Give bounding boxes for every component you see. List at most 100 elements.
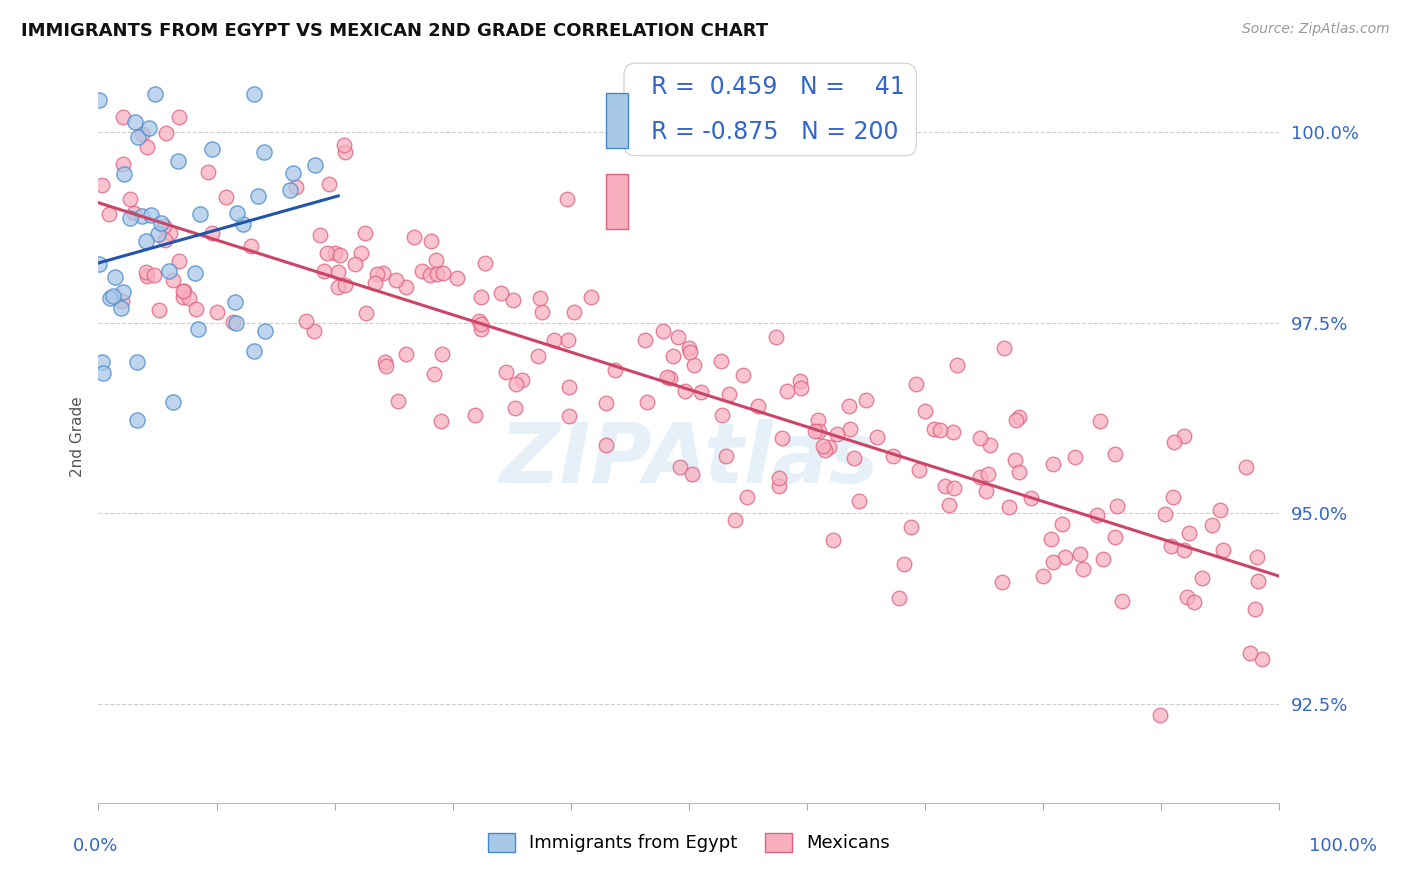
Point bbox=[946, 358, 969, 372]
Point bbox=[489, 286, 512, 301]
Point bbox=[112, 157, 135, 171]
Point bbox=[993, 341, 1015, 355]
Point bbox=[1091, 552, 1114, 566]
Point bbox=[333, 138, 356, 153]
Point bbox=[1178, 526, 1201, 541]
Point bbox=[312, 264, 335, 278]
Point bbox=[1042, 555, 1064, 569]
Point bbox=[98, 291, 121, 305]
Point bbox=[395, 280, 418, 294]
Point bbox=[353, 226, 375, 240]
Point bbox=[110, 301, 132, 316]
Point bbox=[914, 403, 936, 417]
Point bbox=[243, 87, 266, 102]
Point bbox=[253, 145, 276, 159]
Point bbox=[354, 306, 377, 320]
Point bbox=[969, 431, 991, 445]
Point bbox=[136, 268, 159, 283]
Point bbox=[309, 227, 332, 242]
Point bbox=[666, 330, 689, 344]
Point bbox=[724, 513, 747, 527]
Text: IMMIGRANTS FROM EGYPT VS MEXICAN 2ND GRADE CORRELATION CHART: IMMIGRANTS FROM EGYPT VS MEXICAN 2ND GRA… bbox=[21, 22, 768, 40]
Point bbox=[1007, 410, 1029, 425]
Point bbox=[188, 206, 211, 220]
Point bbox=[690, 384, 713, 399]
Point bbox=[1247, 574, 1270, 588]
Point bbox=[817, 441, 839, 455]
Point bbox=[419, 268, 441, 282]
Point bbox=[605, 363, 627, 377]
Point bbox=[177, 291, 200, 305]
Point bbox=[90, 355, 112, 369]
Point bbox=[1019, 491, 1042, 506]
Text: ZIPAtlas: ZIPAtlas bbox=[499, 418, 879, 500]
Point bbox=[148, 302, 170, 317]
Point bbox=[942, 425, 965, 439]
Point bbox=[1039, 532, 1062, 546]
Point bbox=[91, 366, 114, 380]
Point bbox=[166, 153, 188, 168]
Point bbox=[1104, 447, 1126, 461]
Point bbox=[225, 316, 247, 330]
Point bbox=[934, 479, 956, 493]
Point bbox=[557, 334, 579, 348]
Point bbox=[474, 256, 496, 270]
Point bbox=[1149, 708, 1171, 723]
Point bbox=[1191, 571, 1213, 585]
Point bbox=[205, 305, 228, 319]
Point bbox=[112, 167, 135, 181]
Point bbox=[735, 490, 758, 504]
Point bbox=[157, 264, 180, 278]
Point bbox=[111, 110, 134, 124]
Point bbox=[991, 574, 1014, 589]
Point bbox=[187, 321, 209, 335]
Point bbox=[159, 227, 181, 241]
Point bbox=[844, 451, 866, 466]
Point bbox=[673, 384, 696, 398]
Point bbox=[395, 347, 418, 361]
Point bbox=[1243, 602, 1265, 616]
Point bbox=[139, 208, 162, 222]
Point bbox=[470, 322, 492, 336]
Point bbox=[224, 294, 246, 309]
Point bbox=[1050, 516, 1073, 531]
Point bbox=[350, 246, 373, 260]
Point bbox=[823, 533, 845, 548]
Point bbox=[278, 183, 301, 197]
Point bbox=[502, 293, 524, 307]
Point bbox=[138, 121, 160, 136]
Point bbox=[430, 414, 453, 428]
Point bbox=[714, 449, 737, 463]
Point bbox=[186, 301, 208, 316]
Point bbox=[201, 142, 224, 156]
Point bbox=[887, 591, 910, 606]
Point bbox=[678, 341, 700, 355]
Point bbox=[426, 267, 449, 281]
Point bbox=[302, 324, 325, 338]
Point bbox=[136, 139, 159, 153]
Point bbox=[146, 227, 169, 241]
Point bbox=[425, 252, 447, 267]
Point bbox=[404, 230, 426, 244]
Point bbox=[938, 499, 960, 513]
Point bbox=[1063, 450, 1085, 465]
Point bbox=[1246, 550, 1268, 565]
Point bbox=[529, 291, 551, 305]
Point bbox=[683, 359, 706, 373]
Point bbox=[118, 211, 141, 225]
Point bbox=[765, 330, 787, 344]
Point bbox=[717, 387, 740, 401]
Point bbox=[135, 234, 157, 248]
Point bbox=[1004, 452, 1026, 467]
Point bbox=[814, 442, 837, 457]
Point bbox=[1161, 490, 1184, 504]
Point bbox=[900, 520, 922, 534]
Point bbox=[315, 246, 337, 260]
Point bbox=[304, 158, 326, 172]
Point bbox=[111, 293, 134, 308]
Point bbox=[733, 368, 755, 382]
Point bbox=[1239, 647, 1261, 661]
Point bbox=[1175, 591, 1198, 605]
Point bbox=[124, 205, 146, 219]
Point bbox=[1209, 503, 1232, 517]
